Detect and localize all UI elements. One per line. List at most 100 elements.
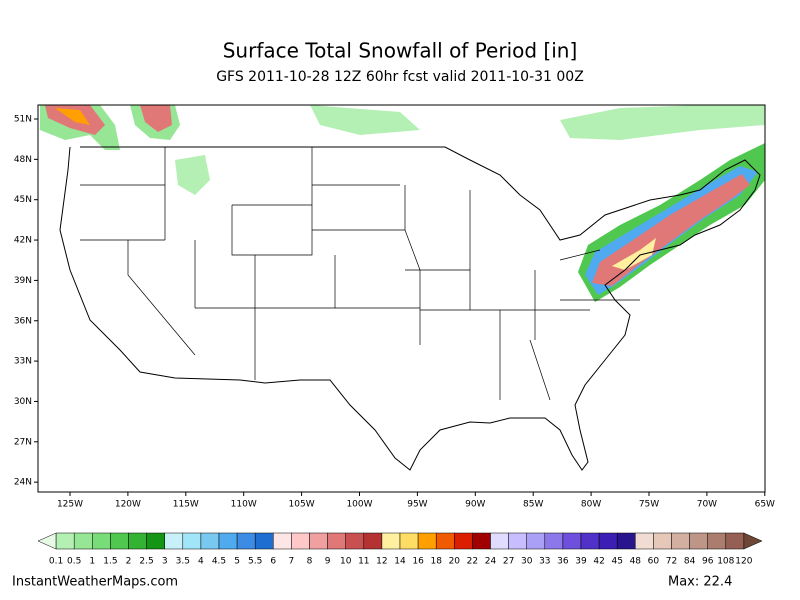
lat-label: 42N [14,236,32,246]
colorbar-swatch [146,532,165,550]
snow-area [560,105,765,140]
colorbar-swatch [435,532,455,550]
colorbar-label: 3.5 [176,557,190,567]
colorbar-swatch [562,532,582,550]
colorbar-swatch [417,532,437,550]
lon-label: 65W [755,500,775,510]
colorbar-swatch [164,532,184,550]
colorbar: 0.1 0.5 1 1.5 2 2.5 3 3.5 4 4.5 5 5.5 6 7 8 9 10 11 12 14 16… [37,532,763,567]
map-frame [37,104,766,493]
colorbar-swatch [273,532,292,550]
colorbar-label: 7 [289,557,295,567]
colorbar-swatch [236,532,256,550]
colorbar-swatch [508,532,527,550]
lon-label: 100W [346,500,372,510]
colorbar-label: 120 [735,557,752,567]
colorbar-swatch [200,532,220,550]
colorbar-label: 60 [648,557,660,567]
colorbar-swatch [635,532,654,550]
lon-label: 75W [639,500,659,510]
lon-label: 85W [523,500,543,510]
colorbar-swatch [110,532,129,550]
colorbar-swatch [743,532,763,550]
colorbar-swatch [399,532,419,550]
colorbar-label: 12 [376,557,387,567]
lat-label: 51N [14,115,32,125]
colorbar-swatch [55,532,75,550]
lon-label: 70W [697,500,717,510]
max-value: Max: 22.4 [668,575,732,590]
colorbar-label: 5 [234,557,240,567]
colorbar-swatch [671,532,690,550]
colorbar-label: 2.5 [139,557,153,567]
colorbar-swatch [92,532,111,550]
state-borders [80,147,640,401]
source: InstantWeatherMaps.com [12,575,178,590]
colorbar-swatch [580,532,600,550]
colorbar-swatch [381,532,401,550]
colorbar-label: 96 [702,557,714,567]
colorbar-label: 39 [575,557,587,567]
colorbar-swatch [725,532,745,550]
colorbar-swatch [128,532,147,550]
country-outline [59,146,761,471]
colorbar-swatch [73,532,93,550]
colorbar-label: 6 [270,557,276,567]
colorbar-label: 27 [503,557,514,567]
colorbar-swatch [616,532,636,550]
lon-label: 95W [407,500,427,510]
colorbar-swatch [309,532,328,550]
colorbar-label: 4.5 [212,557,226,567]
colorbar-swatch [454,532,473,550]
lon-label: 80W [581,500,601,510]
colorbar-label: 1 [89,557,95,567]
subtitle: GFS 2011-10-28 12Z 60hr fcst valid 2011-… [216,69,584,85]
colorbar-label: 3 [162,557,168,567]
colorbar-label: 4 [198,557,204,567]
lat-label: 48N [14,155,32,165]
colorbar-swatch [182,532,202,550]
lat-label: 30N [14,397,32,407]
colorbar-label: 33 [539,557,550,567]
colorbar-label: 11 [358,557,369,567]
lat-label: 45N [14,195,32,205]
snow-area [175,155,210,195]
colorbar-label: 18 [430,557,442,567]
colorbar-label: 42 [593,557,604,567]
colorbar-swatch [218,532,238,550]
lat-label: 36N [14,316,32,326]
colorbar-swatch [490,532,509,550]
colorbar-swatch [363,532,383,550]
colorbar-label: 10 [340,557,352,567]
colorbar-label: 20 [449,557,461,567]
lat-label: 33N [14,357,32,367]
colorbar-label: 1.5 [103,557,117,567]
colorbar-swatch [598,532,618,550]
colorbar-label: 14 [394,557,406,567]
colorbar-swatch [291,532,310,550]
axes: 51N 48N 45N 42N 39N 36N 33N 30N 27N 24N 125W 120W 11… [14,115,775,510]
snow-area [612,238,656,270]
colorbar-label: 2 [126,557,132,567]
lon-label: 115W [173,500,199,510]
colorbar-label: 22 [467,557,478,567]
colorbar-swatch [653,532,672,550]
lon-label: 105W [289,500,315,510]
lon-label: 120W [115,500,141,510]
colorbar-label: 108 [717,557,734,567]
colorbar-swatch [707,532,727,550]
map-area [37,104,766,493]
colorbar-swatch [544,532,564,550]
colorbar-label: 84 [684,557,696,567]
colorbar-swatch [37,532,57,550]
colorbar-label: 8 [307,557,313,567]
colorbar-label: 72 [666,557,677,567]
lon-label: 125W [57,500,83,510]
colorbar-swatch [472,532,491,550]
snow-area [55,108,90,125]
colorbar-label: 30 [521,557,533,567]
lon-label: 90W [465,500,485,510]
colorbar-label: 24 [485,557,497,567]
colorbar-swatch [526,532,546,550]
colorbar-label: 5.5 [248,557,262,567]
